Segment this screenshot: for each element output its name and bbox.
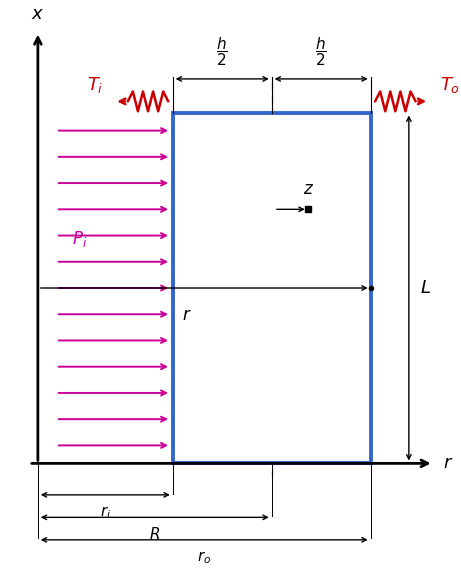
- Text: $r$: $r$: [182, 306, 191, 324]
- Text: $r_o$: $r_o$: [197, 549, 212, 566]
- Text: $x$: $x$: [31, 5, 45, 23]
- Text: $T_o$: $T_o$: [440, 75, 461, 94]
- Text: $P_i$: $P_i$: [71, 229, 87, 249]
- Text: $T_i$: $T_i$: [87, 75, 103, 94]
- Bar: [173, 113, 371, 463]
- Text: $R$: $R$: [149, 526, 160, 542]
- Text: $r_i$: $r_i$: [100, 504, 111, 521]
- Text: $L$: $L$: [420, 279, 431, 297]
- Text: $\dfrac{h}{2}$: $\dfrac{h}{2}$: [315, 35, 327, 67]
- Text: $\dfrac{h}{2}$: $\dfrac{h}{2}$: [216, 35, 228, 67]
- Text: $z$: $z$: [303, 180, 314, 198]
- Text: $r$: $r$: [443, 454, 453, 472]
